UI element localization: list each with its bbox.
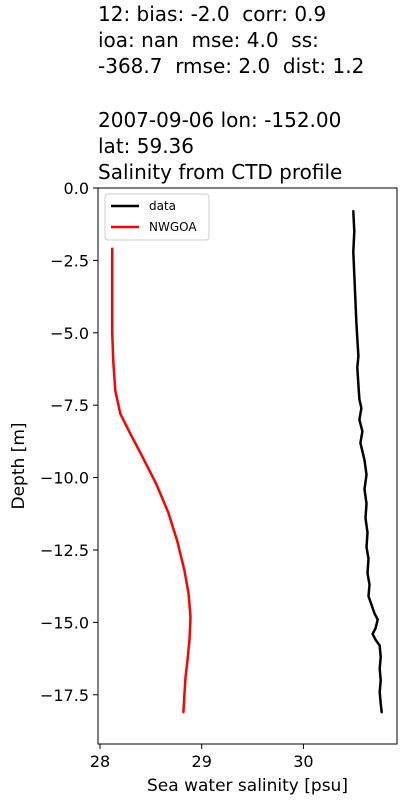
ticks-layer: 28 29 30 0.0 −2.5 −5.0 −7.5 −10.0 −12.5 −15.0 −17.…	[40, 179, 314, 771]
plot-frame	[97, 187, 398, 745]
y-tick-label: −10.0	[40, 469, 89, 488]
legend: data NWGOA	[104, 193, 210, 241]
y-tick-label: −12.5	[40, 541, 89, 560]
x-tick-label: 28	[90, 752, 110, 771]
legend-label-nwgoa: NWGOA	[149, 220, 197, 234]
chart-subtitle: Salinity from CTD profile	[98, 160, 343, 184]
legend-label-data: data	[149, 199, 176, 213]
y-tick-label: −2.5	[50, 251, 89, 270]
y-tick-label: −17.5	[40, 686, 89, 705]
series-layer	[110, 209, 383, 714]
y-tick-label: −5.0	[50, 324, 89, 343]
x-tick-label: 29	[192, 752, 212, 771]
date-line: 2007-09-06 lon: -152.00	[98, 108, 342, 132]
x-tick-label: 30	[293, 752, 313, 771]
series-line-nwgoa	[110, 247, 192, 714]
lat-line: lat: 59.36	[98, 134, 195, 158]
stats-line-1: 12: bias: -2.0 corr: 0.9	[98, 2, 327, 26]
stats-line-3: -368.7 rmse: 2.0 dist: 1.2	[98, 54, 365, 78]
series-line-data	[352, 209, 383, 714]
y-tick-label: −15.0	[40, 613, 89, 632]
x-axis-label: Sea water salinity [psu]	[147, 776, 348, 796]
y-axis-label: Depth [m]	[9, 422, 29, 509]
stats-line-2: ioa: nan mse: 4.0 ss:	[98, 28, 319, 52]
y-tick-label: −7.5	[50, 396, 89, 415]
y-tick-label: 0.0	[64, 179, 89, 198]
